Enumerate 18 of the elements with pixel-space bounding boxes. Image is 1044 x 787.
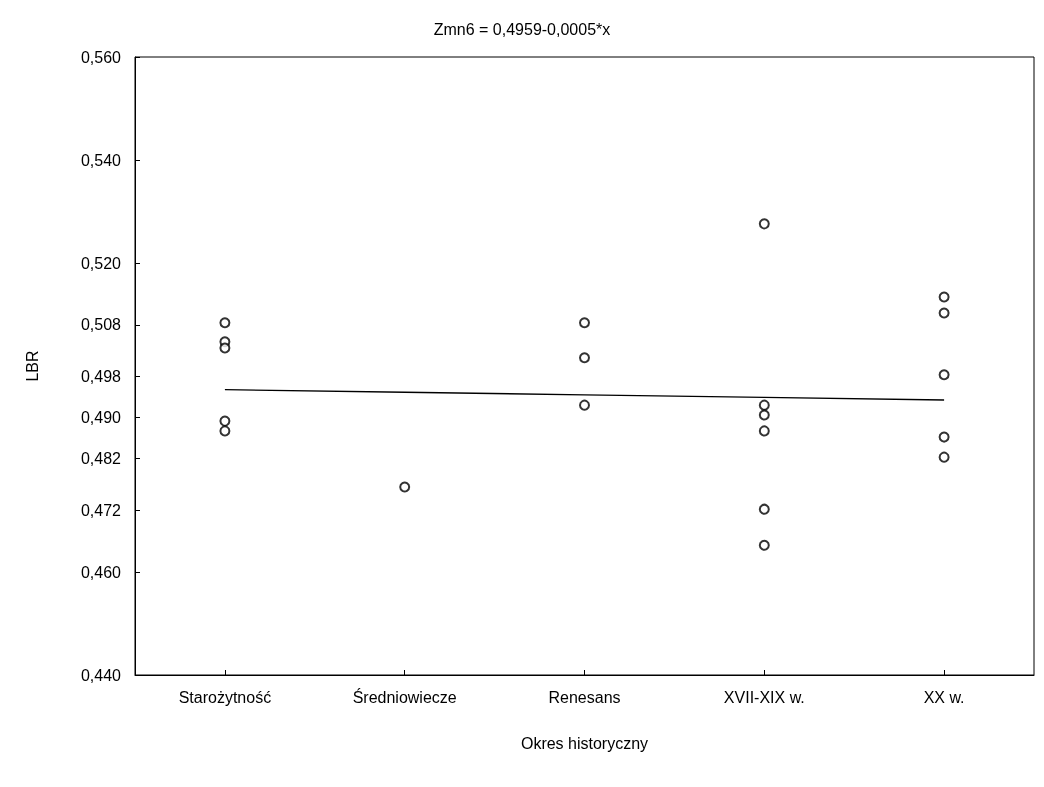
y-tick-label: 0,440: [80, 666, 122, 684]
y-tick-label: 0,472: [80, 501, 122, 519]
y-tick-label: 0,508: [80, 316, 122, 334]
x-tick-label: XX w.: [923, 688, 965, 706]
x-tick-label: XVII-XIX w.: [723, 688, 805, 706]
y-tick-label: 0,498: [80, 367, 122, 385]
x-axis-title: Okres historyczny: [520, 734, 649, 752]
y-tick-label: 0,520: [80, 254, 122, 272]
y-tick-label: 0,460: [80, 563, 122, 581]
y-tick-label: 0,540: [80, 151, 122, 169]
x-tick-label: Starożytność: [178, 688, 272, 706]
x-tick-label: Renesans: [548, 688, 621, 706]
y-tick-label: 0,490: [80, 409, 122, 426]
y-tick-label: 0,560: [80, 48, 122, 66]
x-tick-label: Średniowiecze: [352, 687, 457, 706]
y-tick-label: 0,482: [80, 450, 122, 468]
chart-title: Zmn6 = 0,4959-0,0005*x: [433, 20, 611, 38]
y-axis-title: LBR: [23, 350, 41, 382]
